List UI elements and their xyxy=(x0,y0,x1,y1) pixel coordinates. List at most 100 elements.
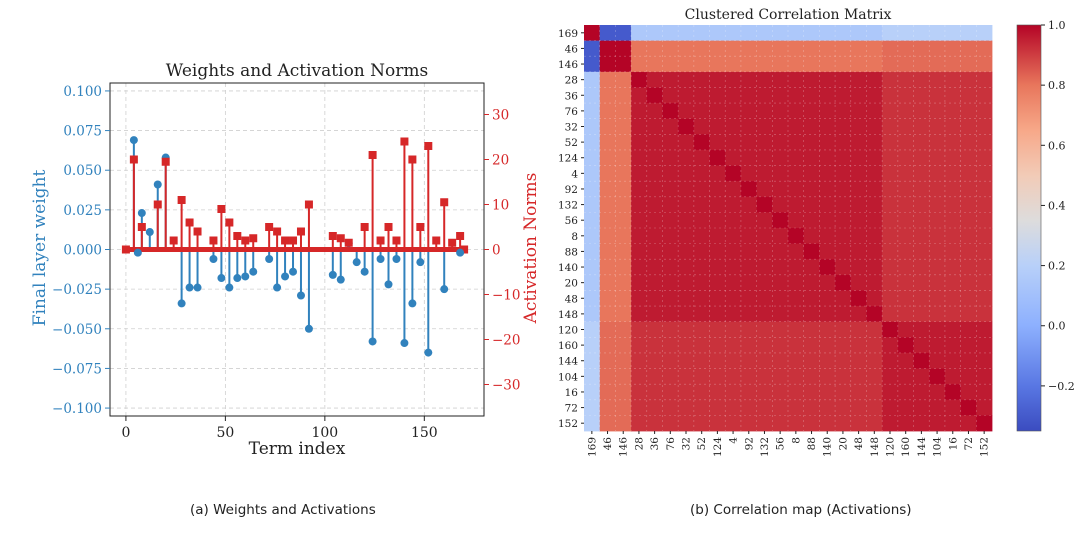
heatmap-cell xyxy=(662,87,679,104)
heatmap-cell xyxy=(725,87,742,104)
heatmap-cell xyxy=(850,25,867,42)
heatmap-cell xyxy=(913,196,930,213)
heatmap-cell xyxy=(803,228,820,245)
heatmap-cell xyxy=(740,118,758,135)
heatmap-cell xyxy=(693,228,710,245)
column-label: 16 xyxy=(947,437,959,451)
heatmap-cell xyxy=(615,384,632,401)
heatmap-cell xyxy=(944,103,962,120)
heatmap-cell xyxy=(615,103,632,120)
heatmap-cell xyxy=(929,415,946,432)
chart-b-title: Clustered Correlation Matrix xyxy=(685,7,892,23)
heatmap-cell xyxy=(944,228,962,245)
column-label: 8 xyxy=(790,437,802,444)
heatmap-cell xyxy=(897,25,914,42)
heatmap-cell xyxy=(709,306,726,323)
heatmap-cell xyxy=(866,337,883,354)
norm-point xyxy=(440,198,449,207)
left-tick-label: 0.100 xyxy=(63,84,102,100)
heatmap-cell xyxy=(631,40,648,57)
heatmap-cell xyxy=(725,118,742,135)
x-tick-label: 0 xyxy=(121,425,130,441)
heatmap-cell xyxy=(882,259,899,276)
heatmap-cell xyxy=(866,274,883,291)
heatmap-cell xyxy=(772,25,789,42)
heatmap-cell xyxy=(929,337,946,354)
weight-point xyxy=(360,267,369,276)
heatmap-cell xyxy=(756,415,773,432)
norm-point xyxy=(384,223,393,231)
heatmap-grid xyxy=(584,25,992,431)
heatmap-cell xyxy=(678,243,695,260)
heatmap-cell xyxy=(819,134,836,151)
heatmap-cell xyxy=(615,134,632,151)
heatmap-cell xyxy=(835,337,852,354)
heatmap-cell xyxy=(976,259,993,276)
heatmap-cell xyxy=(599,196,616,213)
weights-norms-chart: 0 50 100 150 0.1000.0750.0500.0250.000−0.02… xyxy=(30,61,541,459)
heatmap-cell xyxy=(662,290,679,307)
heatmap-cell xyxy=(631,368,648,385)
heatmap-cell xyxy=(819,290,836,307)
heatmap-cell xyxy=(976,87,993,104)
heatmap-cell xyxy=(615,368,632,385)
heatmap-cell xyxy=(772,384,789,401)
heatmap-cell xyxy=(662,40,679,57)
weight-point xyxy=(376,255,385,264)
heatmap-cell xyxy=(709,118,726,135)
heatmap-cell xyxy=(584,352,601,369)
heatmap-cell xyxy=(740,165,758,182)
heatmap-cell xyxy=(599,118,616,135)
heatmap-cell xyxy=(944,243,962,260)
heatmap-cell xyxy=(850,71,867,88)
heatmap-cell xyxy=(835,181,852,198)
chart-a-title: Weights and Activation Norms xyxy=(166,61,429,81)
heatmap-cell xyxy=(835,103,852,120)
heatmap-cell xyxy=(662,103,679,120)
heatmap-cell xyxy=(929,399,946,416)
heatmap-cell xyxy=(599,274,616,291)
heatmap-cell xyxy=(976,384,993,401)
heatmap-cell xyxy=(740,399,758,416)
heatmap-cell xyxy=(882,56,899,73)
heatmap-cell xyxy=(584,212,601,229)
heatmap-cell xyxy=(662,71,679,88)
heatmap-cell xyxy=(646,181,663,198)
right-tick-label: −20 xyxy=(492,333,521,349)
heatmap-cell xyxy=(944,134,962,151)
heatmap-cell xyxy=(584,290,601,307)
column-label: 152 xyxy=(979,437,991,457)
heatmap-cell xyxy=(913,56,930,73)
heatmap-cell xyxy=(913,321,930,338)
heatmap-cell xyxy=(740,321,758,338)
left-tick-label: 0.050 xyxy=(63,163,102,179)
column-label: 104 xyxy=(932,437,944,457)
heatmap-cell xyxy=(960,212,977,229)
heatmap-cell xyxy=(835,352,852,369)
heatmap-cell xyxy=(897,71,914,88)
heatmap-cell xyxy=(740,415,758,432)
heatmap-cell xyxy=(615,212,632,229)
colorbar xyxy=(1016,24,1042,432)
heatmap-cell xyxy=(913,337,930,354)
column-label: 46 xyxy=(602,437,614,451)
heatmap-cell xyxy=(584,415,601,432)
heatmap-cell xyxy=(788,103,805,120)
heatmap-cell xyxy=(929,56,946,73)
heatmap-cell xyxy=(944,149,962,166)
heatmap-cell xyxy=(615,56,632,73)
heatmap-cell xyxy=(599,399,616,416)
heatmap-cell xyxy=(944,274,962,291)
heatmap-cell xyxy=(897,368,914,385)
heatmap-cell xyxy=(882,274,899,291)
heatmap-cell xyxy=(662,165,679,182)
heatmap-cell xyxy=(584,25,601,42)
heatmap-cell xyxy=(693,321,710,338)
heatmap-cell xyxy=(835,87,852,104)
heatmap-cell xyxy=(678,25,695,42)
heatmap-cell xyxy=(740,243,758,260)
column-label: 36 xyxy=(649,437,661,451)
heatmap-cell xyxy=(709,337,726,354)
norm-point xyxy=(432,236,441,245)
heatmap-cell xyxy=(819,118,836,135)
